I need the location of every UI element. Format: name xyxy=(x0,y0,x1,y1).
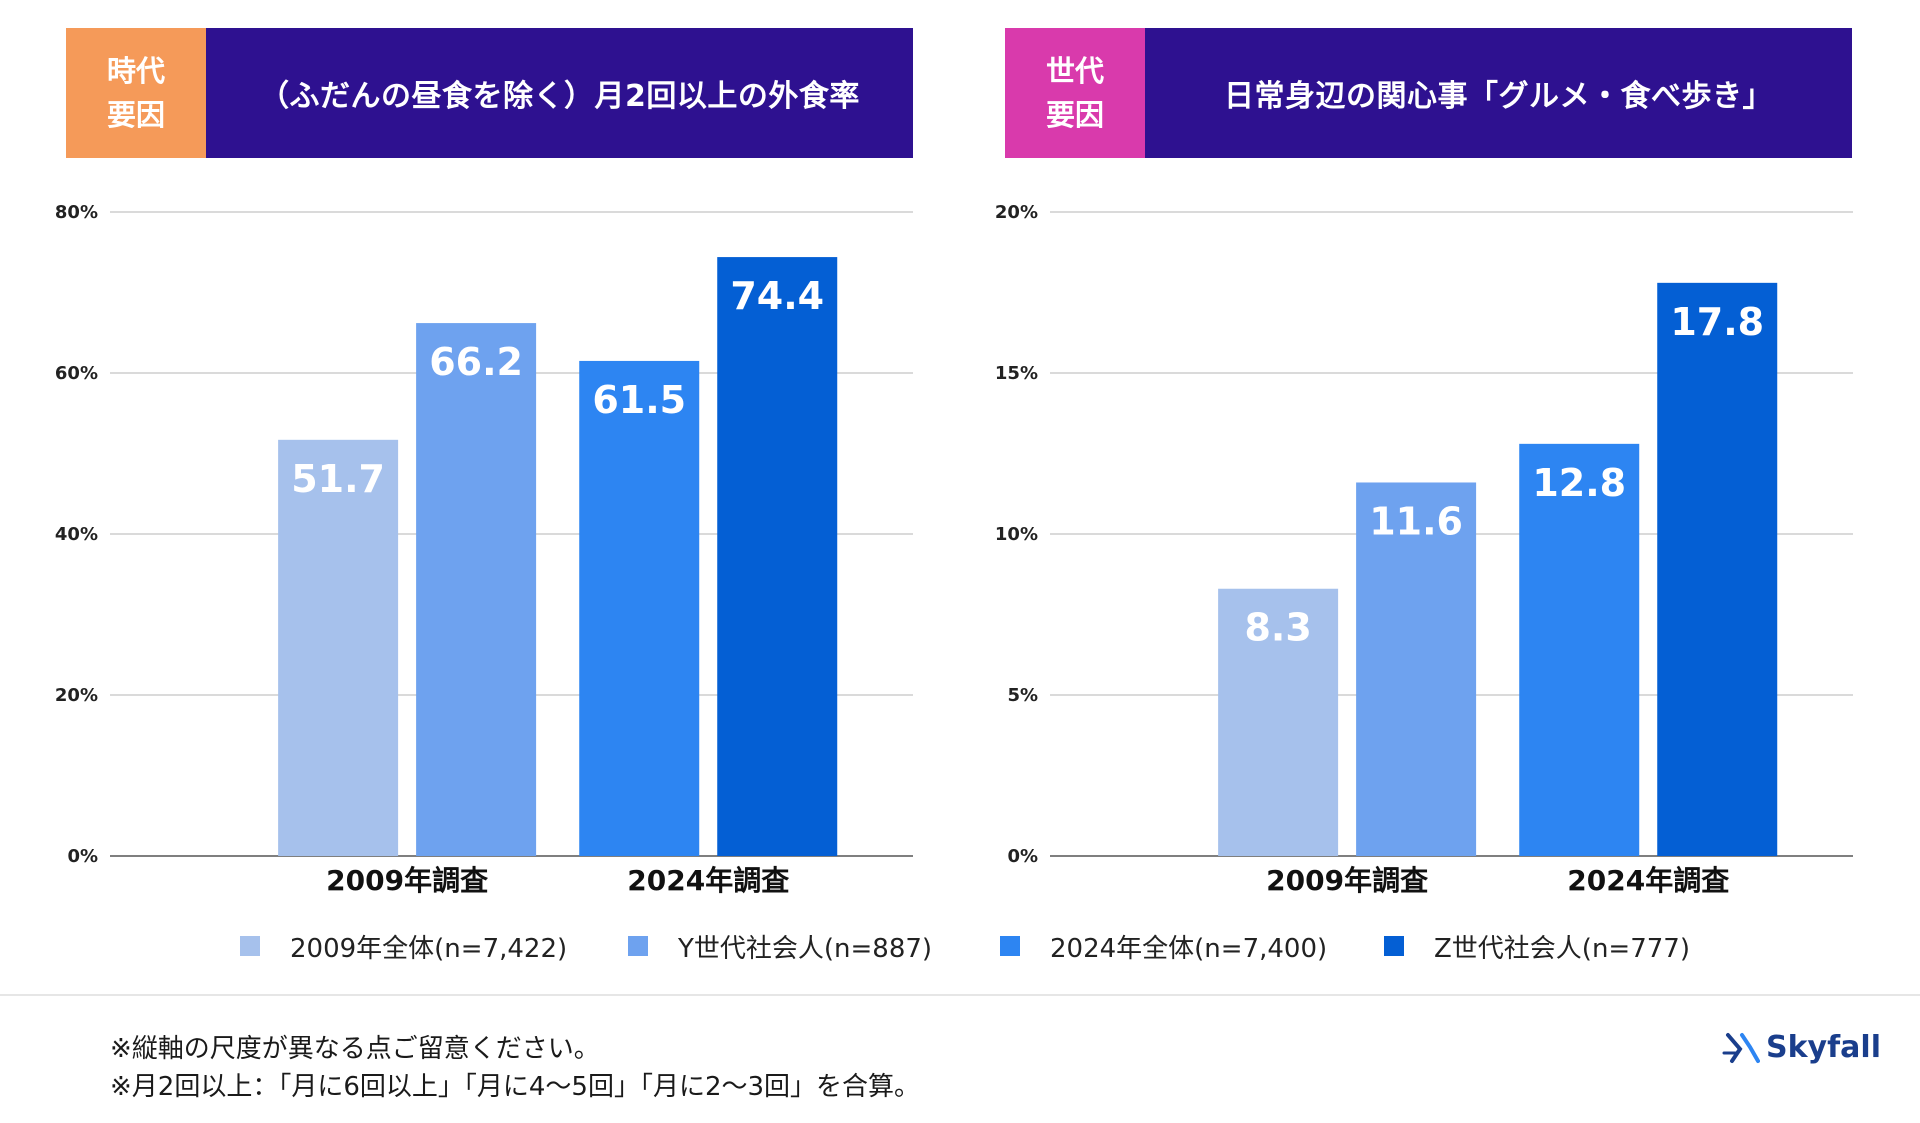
bar-value-label: 12.8 xyxy=(1532,461,1626,505)
bar xyxy=(1519,443,1640,856)
x-category-label: 2009年調査 xyxy=(1266,864,1428,897)
legend-item-2009-all: 2009年全体(n=7,422) xyxy=(240,926,567,966)
y-tick-label: 10% xyxy=(995,524,1038,545)
bar-value-label: 66.2 xyxy=(429,340,523,384)
bar xyxy=(1657,282,1778,857)
bar-value-label: 51.7 xyxy=(291,457,385,501)
bar-value-label: 61.5 xyxy=(592,378,686,422)
legend-swatch xyxy=(240,936,260,956)
x-category-label: 2009年調査 xyxy=(326,864,488,897)
era-factor-tag: 時代 要因 xyxy=(66,28,206,158)
bar xyxy=(1218,588,1339,856)
legend-swatch xyxy=(1384,936,1404,956)
y-tick-label: 40% xyxy=(55,524,98,545)
y-tick-label: 5% xyxy=(1007,685,1038,706)
legend-item-z-generation: Z世代社会人(n=777) xyxy=(1384,926,1690,966)
skyfall-logo-icon xyxy=(1722,1032,1760,1063)
right-chart-header: 世代 要因 日常身辺の関心事「グルメ・食べ歩き」 xyxy=(1005,28,1852,158)
bar-value-label: 11.6 xyxy=(1369,499,1463,543)
bar xyxy=(717,257,838,856)
bar xyxy=(416,323,537,857)
legend-label: 2009年全体(n=7,422) xyxy=(290,933,568,964)
left-bar-chart: 0% 20% 40% 60% 80% 51.7 66.2 2009年調査 61.5 74.4 202… xyxy=(55,202,913,897)
legend-swatch xyxy=(628,936,648,956)
legend-swatch xyxy=(1000,936,1020,956)
y-tick-label: 20% xyxy=(995,202,1038,223)
legend-item-y-generation: Y世代社会人(n=887) xyxy=(628,926,932,966)
legend-label: Y世代社会人(n=887) xyxy=(678,933,933,964)
bar xyxy=(579,360,700,856)
right-chart-title: 日常身辺の関心事「グルメ・食べ歩き」 xyxy=(1145,28,1852,158)
x-category-label: 2024年調査 xyxy=(1567,864,1729,897)
footnote-definition: ※月2回以上：「月に6回以上」「月に4〜5回」「月に2〜3回」を合算。 xyxy=(110,1072,921,1102)
x-category-label: 2024年調査 xyxy=(627,864,789,897)
left-chart-header: 時代 要因 （ふだんの昼食を除く）月2回以上の外食率 xyxy=(66,28,913,158)
tag-line: 世代 xyxy=(1045,54,1104,88)
y-tick-label: 80% xyxy=(55,202,98,223)
legend-label: Z世代社会人(n=777) xyxy=(1434,933,1690,964)
legend-item-2024-all: 2024年全体(n=7,400) xyxy=(1000,926,1327,966)
y-tick-label: 60% xyxy=(55,363,98,384)
tag-line: 要因 xyxy=(106,98,165,132)
tag-line: 要因 xyxy=(1045,98,1104,132)
bar-value-label: 8.3 xyxy=(1244,606,1311,650)
left-chart-title: （ふだんの昼食を除く）月2回以上の外食率 xyxy=(206,28,913,158)
y-tick-label: 0% xyxy=(1007,846,1038,867)
footer-divider xyxy=(0,994,1920,996)
y-tick-label: 0% xyxy=(67,846,98,867)
bar xyxy=(278,439,399,856)
chart-legend: 2009年全体(n=7,422) Y世代社会人(n=887) 2024年全体(n… xyxy=(240,926,1740,966)
y-tick-label: 20% xyxy=(55,685,98,706)
tag-line: 時代 xyxy=(106,54,165,88)
footnote-scale: ※縦軸の尺度が異なる点ご留意ください。 xyxy=(110,1034,600,1064)
bar-value-label: 74.4 xyxy=(730,274,824,318)
logo-text: Skyfall xyxy=(1766,1030,1881,1065)
y-tick-label: 15% xyxy=(995,363,1038,384)
right-bar-chart: 0% 5% 10% 15% 20% 8.3 11.6 2009年調査 12.8 17.8 2024年… xyxy=(995,202,1853,897)
skyfall-logo: Skyfall xyxy=(1722,1030,1881,1065)
legend-label: 2024年全体(n=7,400) xyxy=(1050,933,1328,964)
bar-value-label: 17.8 xyxy=(1670,300,1764,344)
generation-factor-tag: 世代 要因 xyxy=(1005,28,1145,158)
bar xyxy=(1356,482,1477,856)
